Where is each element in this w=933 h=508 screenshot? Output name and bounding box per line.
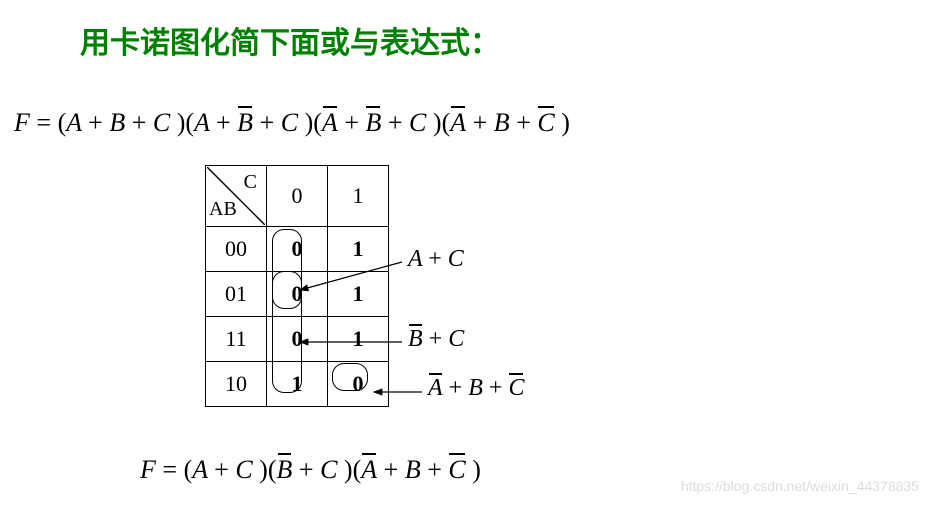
kmap-cell: 0	[267, 227, 328, 272]
kmap-cell: 1	[328, 317, 389, 362]
kmap-cell: 1	[328, 272, 389, 317]
row-header: 00	[206, 227, 267, 272]
col-header: 1	[328, 166, 389, 227]
row-header: 11	[206, 317, 267, 362]
kmap-cell: 0	[267, 317, 328, 362]
group-label: A + B + C	[428, 375, 524, 402]
watermark: https://blog.csdn.net/weixin_44378835	[681, 478, 919, 494]
page-title: 用卡诺图化简下面或与表达式：	[80, 18, 500, 62]
karnaugh-map: CAB010001010111011010	[205, 165, 389, 407]
formula-top: F = (A + B + C )(A + B + C )(A + B + C )…	[14, 108, 570, 138]
row-header: 01	[206, 272, 267, 317]
col-header: 0	[267, 166, 328, 227]
formula-bottom: F = (A + C )(B + C )(A + B + C )	[140, 455, 481, 485]
group-label: A + C	[408, 246, 464, 273]
kmap-cell: 0	[328, 362, 389, 407]
kmap-cell: 1	[267, 362, 328, 407]
kmap-cell: 1	[328, 227, 389, 272]
group-label: B + C	[408, 326, 464, 353]
row-header: 10	[206, 362, 267, 407]
kmap-cell: 0	[267, 272, 328, 317]
